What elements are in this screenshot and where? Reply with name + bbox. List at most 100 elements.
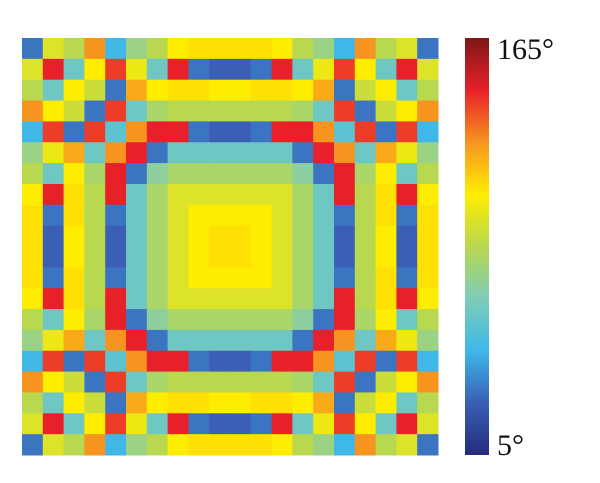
heatmap-cell	[230, 350, 252, 373]
heatmap-cell	[63, 350, 85, 373]
heatmap-cell	[334, 38, 356, 60]
heatmap-cell	[250, 204, 273, 227]
heatmap-cell	[271, 183, 293, 206]
heatmap-cell	[375, 413, 397, 435]
heatmap-cell	[167, 142, 189, 164]
heatmap-cell	[22, 434, 44, 456]
heatmap-cell	[292, 309, 314, 331]
heatmap-cell	[313, 371, 335, 393]
heatmap-cell	[354, 142, 377, 164]
heatmap-cell	[417, 350, 439, 373]
heatmap-cell	[313, 121, 335, 143]
heatmap-cell	[334, 329, 356, 352]
heatmap-cell	[63, 246, 85, 268]
heatmap-cell	[417, 225, 439, 247]
heatmap-cell	[188, 58, 210, 81]
heatmap-cell	[188, 309, 210, 331]
heatmap-cell	[209, 100, 231, 122]
heatmap-cell	[313, 142, 335, 164]
heatmap-cell	[271, 267, 293, 289]
heatmap-cell	[271, 79, 293, 102]
heatmap-cell	[126, 204, 148, 227]
heatmap-cell	[313, 309, 335, 331]
heatmap-cell	[84, 434, 106, 456]
heatmap-cell	[146, 183, 169, 206]
heatmap-cell	[396, 183, 418, 206]
heatmap-cell	[354, 392, 377, 414]
heatmap-cell	[375, 58, 397, 81]
heatmap-cell	[167, 413, 189, 435]
heatmap-cell	[396, 371, 418, 393]
heatmap-cell	[354, 225, 377, 247]
heatmap-cell	[105, 392, 127, 414]
heatmap-cell	[375, 225, 397, 247]
heatmap-cell	[230, 246, 252, 268]
heatmap-cell	[42, 58, 65, 81]
heatmap-cell	[375, 204, 397, 227]
heatmap-cell	[105, 79, 127, 102]
heatmap-cell	[250, 142, 273, 164]
heatmap-cell	[146, 392, 169, 414]
heatmap-cell	[146, 246, 169, 268]
heatmap-cell	[209, 267, 231, 289]
heatmap-cell	[271, 350, 293, 373]
heatmap-cell	[63, 121, 85, 143]
heatmap-cell	[63, 329, 85, 352]
heatmap-cell	[313, 225, 335, 247]
heatmap-cell	[188, 392, 210, 414]
heatmap-cell	[167, 163, 189, 185]
heatmap-cell	[313, 204, 335, 227]
heatmap-cell	[209, 392, 231, 414]
heatmap-cell	[22, 350, 44, 373]
heatmap-cell	[375, 392, 397, 414]
heatmap-cell	[250, 225, 273, 247]
heatmap-cell	[22, 246, 44, 268]
heatmap-cell	[334, 371, 356, 393]
heatmap-cell	[105, 204, 127, 227]
heatmap-cell	[271, 246, 293, 268]
heatmap-cell	[146, 79, 169, 102]
heatmap-cell	[126, 38, 148, 60]
heatmap-cell	[250, 183, 273, 206]
heatmap-cell	[354, 288, 377, 310]
heatmap-cell	[292, 329, 314, 352]
heatmap-cell	[250, 121, 273, 143]
heatmap-cell	[22, 309, 44, 331]
heatmap-cell	[42, 121, 65, 143]
heatmap-cell	[292, 350, 314, 373]
heatmap-cell	[146, 225, 169, 247]
heatmap-cell	[396, 204, 418, 227]
heatmap-cell	[250, 434, 273, 456]
heatmap-cell	[105, 163, 127, 185]
heatmap-cell	[292, 58, 314, 81]
heatmap-cell	[396, 288, 418, 310]
heatmap-cell	[334, 142, 356, 164]
heatmap-cell	[354, 246, 377, 268]
heatmap-cell	[292, 246, 314, 268]
heatmap-cell	[313, 246, 335, 268]
heatmap-cell	[22, 58, 44, 81]
heatmap-cell	[126, 142, 148, 164]
heatmap-cell	[230, 413, 252, 435]
heatmap-cell	[84, 371, 106, 393]
heatmap-cell	[230, 38, 252, 60]
heatmap-cell	[42, 371, 65, 393]
heatmap-cell	[313, 79, 335, 102]
heatmap-cell	[417, 413, 439, 435]
heatmap-cell	[230, 204, 252, 227]
heatmap-cell	[313, 288, 335, 310]
heatmap-cell	[22, 413, 44, 435]
heatmap-cell	[146, 288, 169, 310]
heatmap-cell	[167, 38, 189, 60]
heatmap-cell	[167, 58, 189, 81]
heatmap-cell	[375, 38, 397, 60]
heatmap-cell	[209, 246, 231, 268]
heatmap-cell	[146, 58, 169, 81]
heatmap-cell	[146, 38, 169, 60]
heatmap-cell	[84, 183, 106, 206]
heatmap-cell	[230, 434, 252, 456]
heatmap-cell	[22, 329, 44, 352]
heatmap-cell	[375, 329, 397, 352]
heatmap-cell	[126, 329, 148, 352]
heatmap-cell	[250, 58, 273, 81]
